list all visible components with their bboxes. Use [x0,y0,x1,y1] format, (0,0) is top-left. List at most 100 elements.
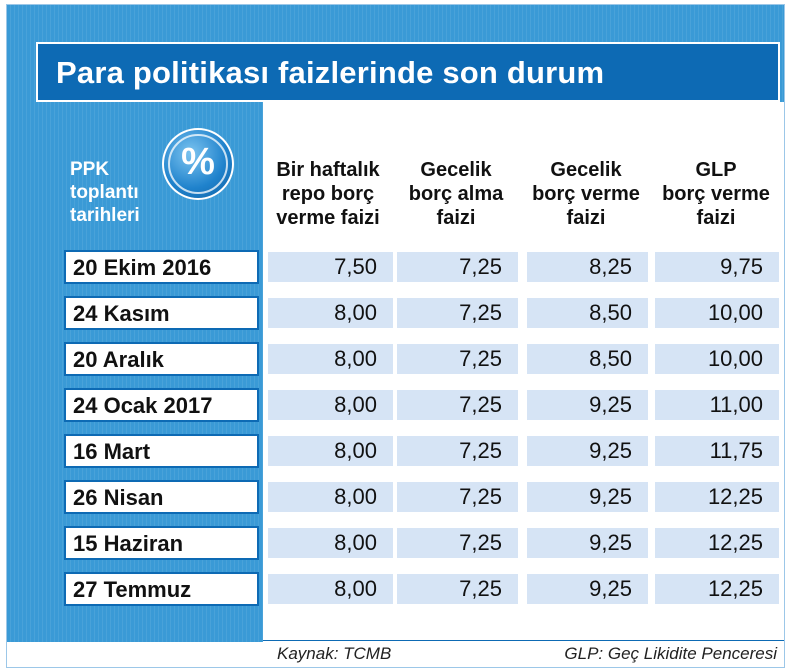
rate-value: 7,25 [459,346,502,371]
rate-value: 10,00 [707,300,763,325]
table-cell: 7,25 [397,298,518,328]
table-cell: 7,25 [397,252,518,282]
table-cell: 9,25 [527,574,648,604]
table-cell: 7,25 [397,344,518,374]
table-cell: 8,50 [527,344,648,374]
column-header-line: Bir haftalık [276,159,380,181]
rate-value: 12,25 [707,530,763,555]
rate-value: 8,00 [334,346,377,371]
row-date-box: 24 Ocak 2017 [64,388,259,422]
column-header-line: GLP [695,159,737,181]
rate-value: 12,25 [707,576,763,601]
abbreviation-note: GLP: Geç Likidite Penceresi [564,644,777,663]
rate-value: 9,25 [589,530,632,555]
percent-symbol: % [181,141,215,183]
table-cell: 8,00 [268,436,393,466]
row-date: 27 Temmuz [73,577,192,602]
column-header-line: borç verme [532,183,640,205]
table-cell: 12,25 [655,574,779,604]
rate-value: 9,25 [589,484,632,509]
table-cell: 8,00 [268,574,393,604]
row-date-box: 15 Haziran [64,526,259,560]
rate-value: 8,00 [334,300,377,325]
row-date: 24 Kasım [73,301,170,326]
table-cell: 7,25 [397,436,518,466]
table-cell: 9,25 [527,436,648,466]
column-header: Gecelik borç alma faizi [391,158,521,230]
row-date: 16 Mart [73,439,151,464]
column-header-line: faizi [696,207,736,229]
column-header: GLP borç verme faizi [651,158,781,230]
table-cell: 8,00 [268,344,393,374]
table-cell: 7,25 [397,528,518,558]
rate-value: 7,50 [334,254,377,279]
table-cell: 10,00 [655,298,779,328]
table-cell: 10,00 [655,344,779,374]
rate-value: 8,50 [589,346,632,371]
rate-value: 8,50 [589,300,632,325]
column-header-line: borç verme [662,183,770,205]
rate-value: 8,25 [589,254,632,279]
table-cell: 8,00 [268,528,393,558]
column-header-line: Gecelik [550,159,622,181]
row-date: 20 Ekim 2016 [73,255,212,280]
table-cell: 12,25 [655,528,779,558]
rate-value: 9,25 [589,438,632,463]
table-cell: 9,75 [655,252,779,282]
column-header: Bir haftalık repo borç verme faizi [263,158,393,230]
source-note: Kaynak: TCMB [277,644,392,663]
column-header-line: verme faizi [276,207,380,229]
page-title: Para politikası faizlerinde son durum [56,55,605,90]
row-date: 26 Nisan [73,485,164,510]
row-header-line: PPK [70,159,110,180]
table-cell: 7,25 [397,574,518,604]
column-header-line: borç alma [408,183,504,205]
table-cell: 8,00 [268,298,393,328]
row-date-box: 24 Kasım [64,296,259,330]
row-date-box: 16 Mart [64,434,259,468]
row-date-box: 20 Aralık [64,342,259,376]
table-cell: 8,25 [527,252,648,282]
table-cell: 12,25 [655,482,779,512]
footer: Kaynak: TCMB GLP: Geç Likidite Penceresi [263,640,785,669]
rate-value: 7,25 [459,576,502,601]
rate-value: 9,25 [589,392,632,417]
table-cell: 9,25 [527,528,648,558]
title-bar: Para politikası faizlerinde son durum [36,42,780,102]
row-date: 24 Ocak 2017 [73,393,213,418]
rate-value: 8,00 [334,530,377,555]
table-cell: 11,75 [655,436,779,466]
column-header: Gecelik borç verme faizi [521,158,651,230]
rate-value: 9,75 [720,254,763,279]
column-header-line: repo borç [281,183,375,205]
table-cell: 7,25 [397,390,518,420]
table-cell: 8,00 [268,390,393,420]
column-header-line: Gecelik [420,159,492,181]
rate-value: 8,00 [334,392,377,417]
row-date: 20 Aralık [73,347,164,372]
rate-value: 7,25 [459,392,502,417]
rate-value: 7,25 [459,530,502,555]
rate-value: 8,00 [334,438,377,463]
row-header-line: toplantı [70,182,139,203]
rate-value: 7,25 [459,300,502,325]
rate-value: 11,00 [709,392,763,417]
rate-value: 10,00 [707,346,763,371]
table-cell: 7,50 [268,252,393,282]
row-date-box: 20 Ekim 2016 [64,250,259,284]
rate-value: 12,25 [707,484,763,509]
table-cell: 11,00 [655,390,779,420]
row-header-label: PPK toplantı tarihleri [70,158,170,227]
row-date-box: 26 Nisan [64,480,259,514]
table-cell: 8,50 [527,298,648,328]
rate-value: 7,25 [459,438,502,463]
percent-icon: % [162,128,234,200]
row-date-box: 27 Temmuz [64,572,259,606]
row-header-line: tarihleri [70,205,140,226]
row-date: 15 Haziran [73,531,184,556]
rate-value: 8,00 [334,484,377,509]
table-cell: 9,25 [527,390,648,420]
column-header-line: faizi [566,207,606,229]
rate-value: 8,00 [334,576,377,601]
table-cell: 7,25 [397,482,518,512]
